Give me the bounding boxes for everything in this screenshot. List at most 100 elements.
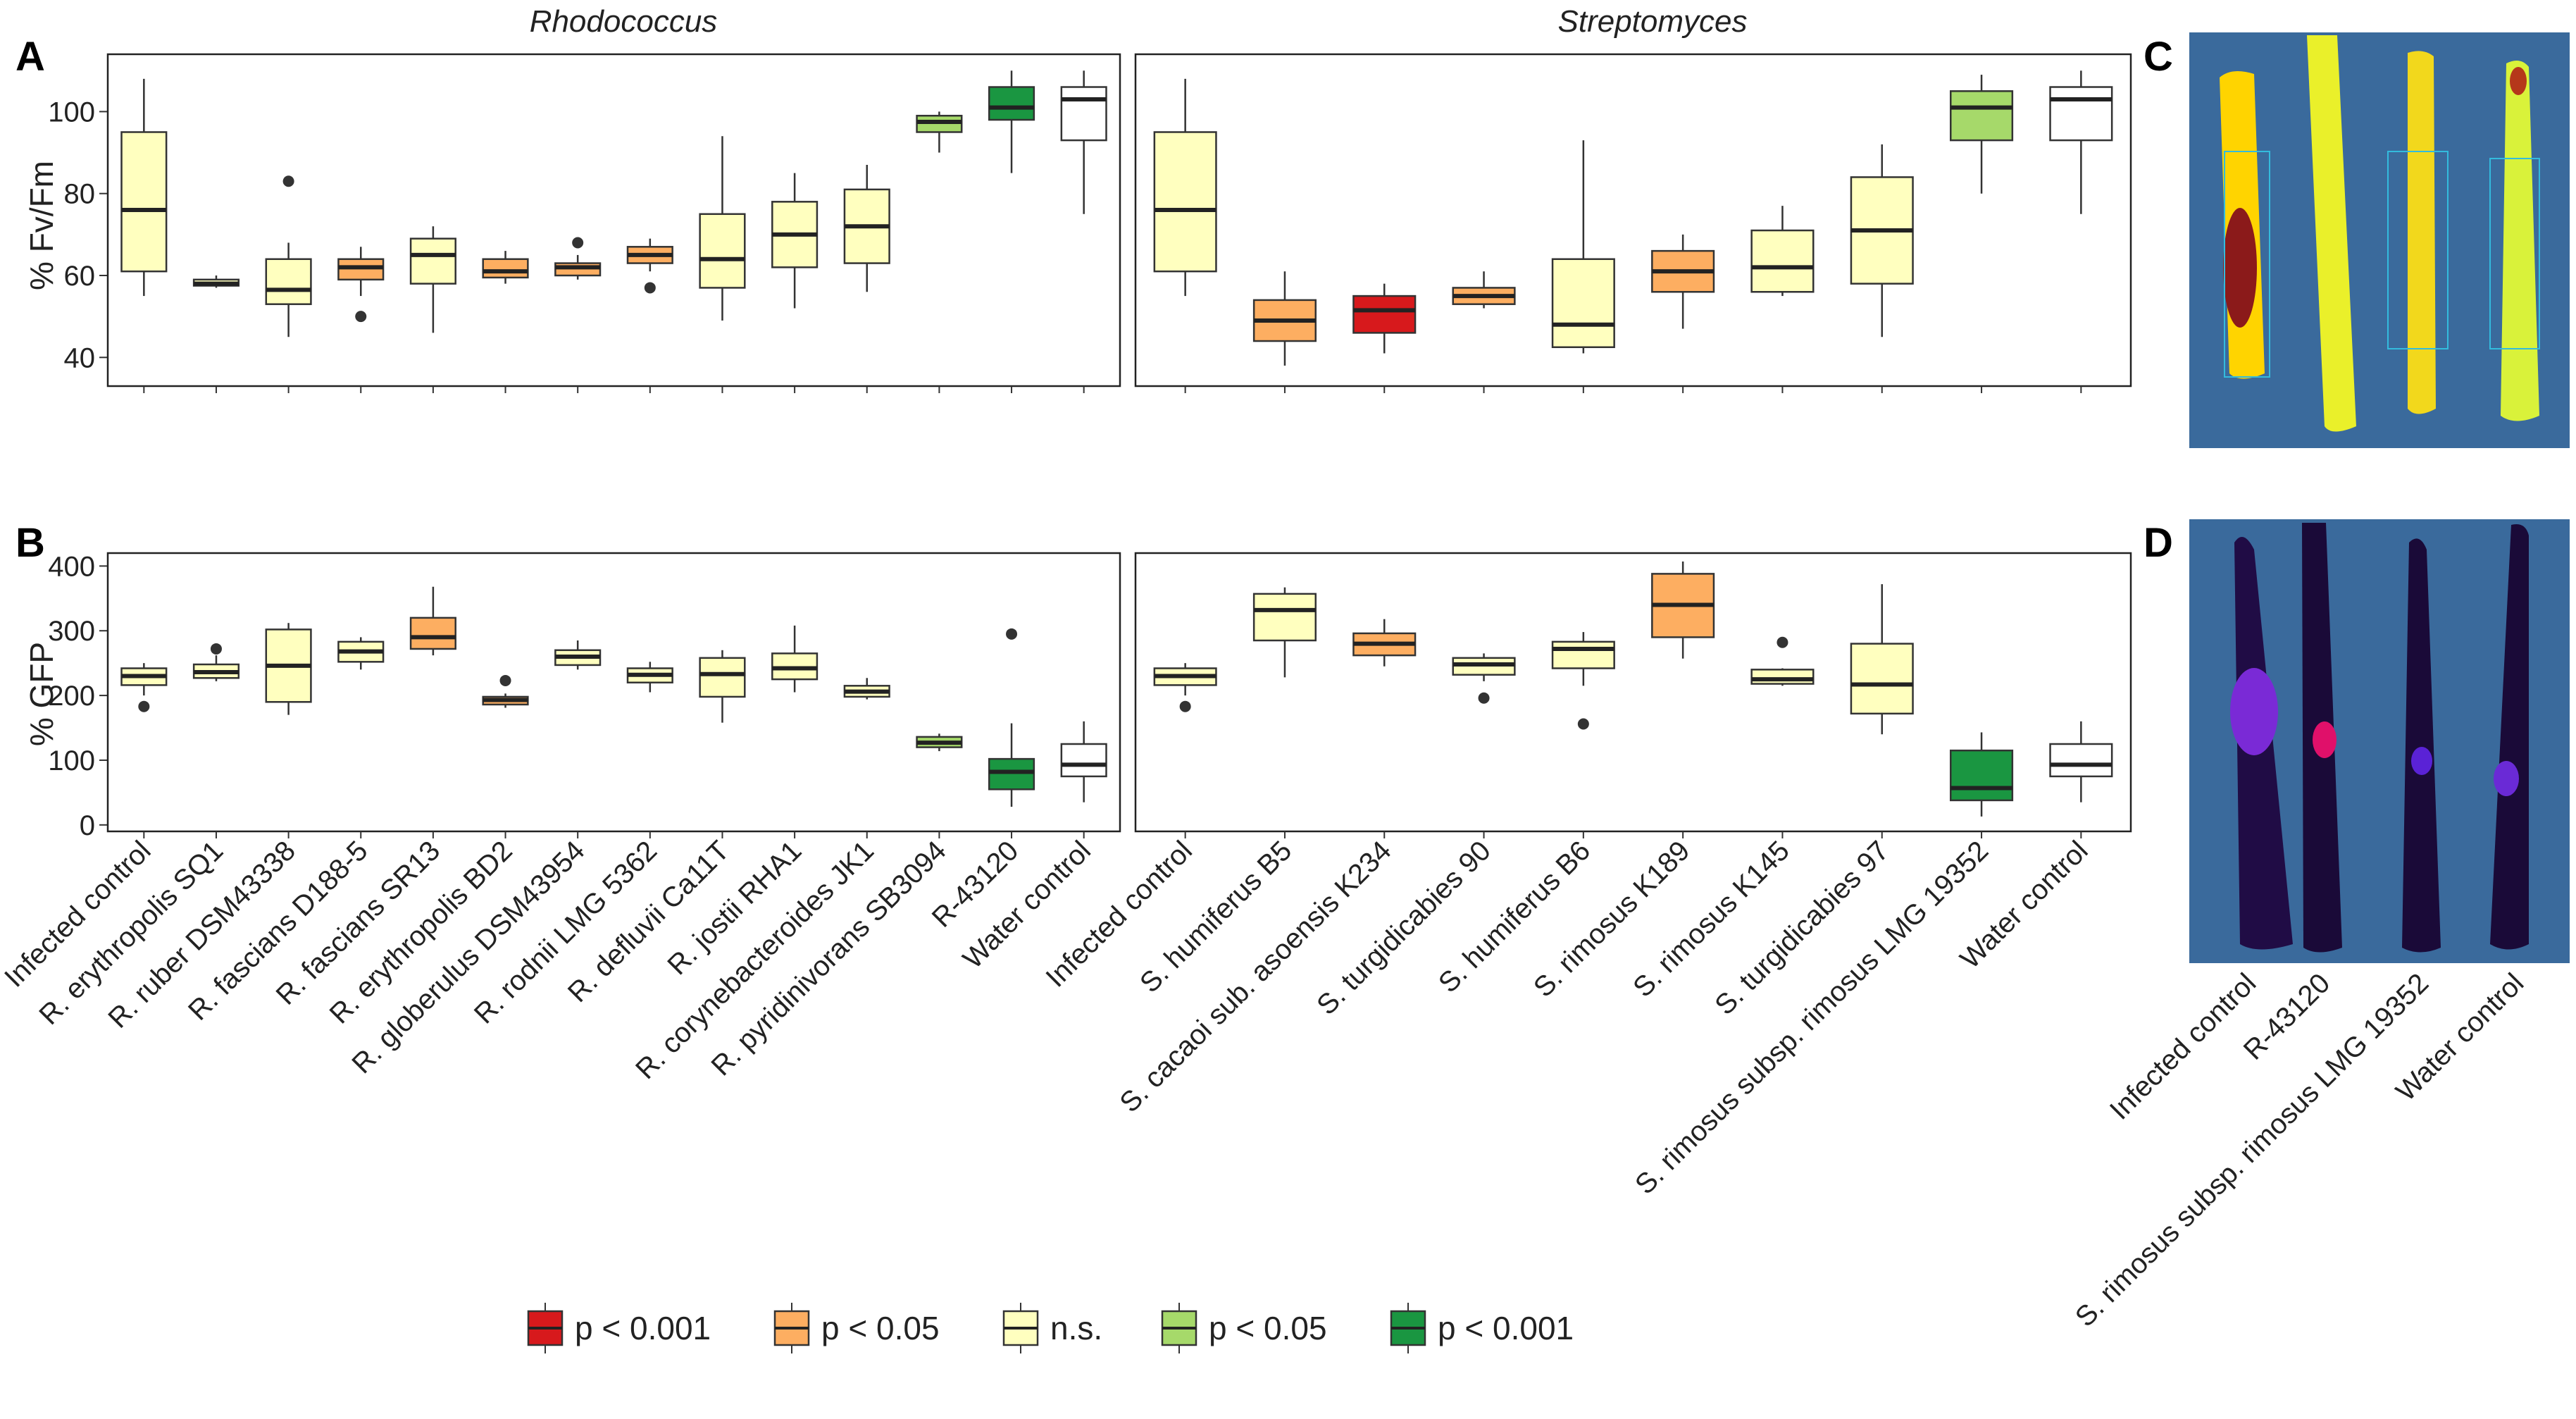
box-B-0-9 (771, 625, 819, 693)
legend-item: n.s. (1002, 1303, 1102, 1353)
box-body (120, 131, 168, 273)
box-A-0-7 (626, 238, 673, 294)
outlier-point (1577, 718, 1589, 730)
legend-item: p < 0.05 (773, 1303, 940, 1353)
box-body (699, 213, 746, 289)
box-A-0-4 (409, 226, 456, 333)
box-body (2049, 743, 2113, 778)
category-label: S. rimosus subsp. rimosus LMG 19352 (1629, 835, 1994, 1200)
category-label: S. turgidicabies 90 (1311, 835, 1497, 1021)
y-tick-label: 100 (48, 97, 95, 128)
panel-letter-b: B (15, 520, 45, 566)
box-A-1-4 (1551, 140, 1615, 354)
legend: p < 0.001 p < 0.05 n.s. p < 0.05 p < 0.001 (527, 1303, 1574, 1353)
box-A-1-2 (1352, 283, 1417, 354)
facet-panel-frame (1134, 53, 2132, 388)
leaf-image-d (2189, 519, 2570, 963)
box-body (409, 237, 456, 285)
outlier-point (1777, 636, 1788, 648)
box-A-0-1 (192, 275, 240, 288)
y-tick-label: 40 (64, 342, 96, 373)
box-body (1153, 131, 1217, 273)
facet-panel-frame (106, 53, 1121, 388)
y-tick-label: 100 (48, 745, 95, 776)
panel-letter-d: D (2143, 520, 2173, 566)
y-tick-label: 80 (64, 179, 96, 210)
leaf-image-c (2189, 32, 2570, 448)
box-B-0-2 (265, 623, 312, 715)
box-B-0-11 (916, 733, 963, 752)
panel-letter-a: A (15, 34, 45, 80)
box-A-0-0 (120, 78, 168, 297)
box-body (1060, 743, 1107, 778)
outlier-point (282, 175, 294, 187)
box-B-0-4 (409, 586, 456, 656)
box-B-0-1 (192, 643, 240, 681)
box-A-1-1 (1252, 271, 1317, 366)
leaf-image-label: Infected control (2104, 967, 2263, 1126)
box-B-1-5 (1651, 561, 1715, 659)
box-B-0-8 (699, 650, 746, 723)
legend-label: p < 0.001 (1438, 1310, 1574, 1346)
outlier-point (644, 282, 656, 294)
box-body (988, 757, 1035, 791)
box-A-1-5 (1651, 234, 1715, 329)
box-body (1551, 258, 1615, 349)
box-B-1-2 (1352, 619, 1417, 667)
box-A-0-2 (265, 175, 312, 337)
outlier-point (210, 643, 222, 655)
y-axis-label-b: % GFP (23, 642, 60, 746)
outlier-point (1179, 700, 1191, 712)
outlier-point (572, 237, 584, 249)
facet-panel-frame (1134, 552, 2132, 833)
box-body (1252, 593, 1317, 642)
y-tick-label: 300 (48, 616, 95, 647)
box-B-0-0 (120, 663, 168, 712)
box-body (1750, 669, 1815, 685)
box-B-1-1 (1252, 587, 1317, 678)
box-body (1949, 749, 2014, 802)
box-A-1-6 (1750, 206, 1815, 297)
leaf-image-label: S. rimosus subsp. rimosus LMG 19352 (2070, 967, 2434, 1332)
box-A-0-9 (771, 173, 819, 309)
strip-title-rhodococcus: Rhodococcus (530, 4, 718, 39)
box-B-1-4 (1551, 632, 1615, 730)
box-B-1-3 (1452, 653, 1516, 704)
box-A-0-6 (554, 237, 602, 280)
box-A-0-3 (337, 247, 385, 323)
strip-title-streptomyces: Streptomyces (1558, 4, 1748, 39)
panel-letter-c: C (2143, 34, 2173, 80)
box-A-0-10 (843, 165, 890, 292)
outlier-point (138, 700, 150, 712)
y-tick-label: 400 (48, 551, 95, 582)
box-body (1352, 295, 1417, 334)
box-body (265, 258, 312, 305)
box-A-0-11 (916, 111, 963, 153)
box-body (2049, 86, 2113, 142)
outlier-point (1478, 692, 1490, 704)
box-A-1-7 (1850, 144, 1914, 337)
box-body (988, 86, 1035, 121)
box-B-0-12 (988, 628, 1035, 807)
box-B-1-8 (1949, 732, 2014, 817)
box-B-0-5 (482, 674, 529, 708)
box-B-0-6 (554, 640, 602, 670)
y-tick-label: 0 (80, 810, 95, 841)
box-A-1-9 (2049, 70, 2113, 214)
box-body (1551, 640, 1615, 669)
box-B-1-0 (1153, 663, 1217, 712)
box-body (1949, 90, 2014, 142)
box-B-1-6 (1750, 636, 1815, 686)
box-A-0-5 (482, 251, 529, 284)
legend-item: p < 0.001 (527, 1303, 711, 1353)
box-body (699, 657, 746, 698)
box-body (409, 616, 456, 650)
box-B-0-3 (337, 637, 385, 670)
box-A-1-8 (1949, 75, 2014, 194)
category-label: S. turgidicabies 97 (1709, 835, 1895, 1021)
y-tick-label: 60 (64, 261, 96, 292)
legend-item: p < 0.001 (1390, 1303, 1574, 1353)
box-A-0-8 (699, 136, 746, 321)
